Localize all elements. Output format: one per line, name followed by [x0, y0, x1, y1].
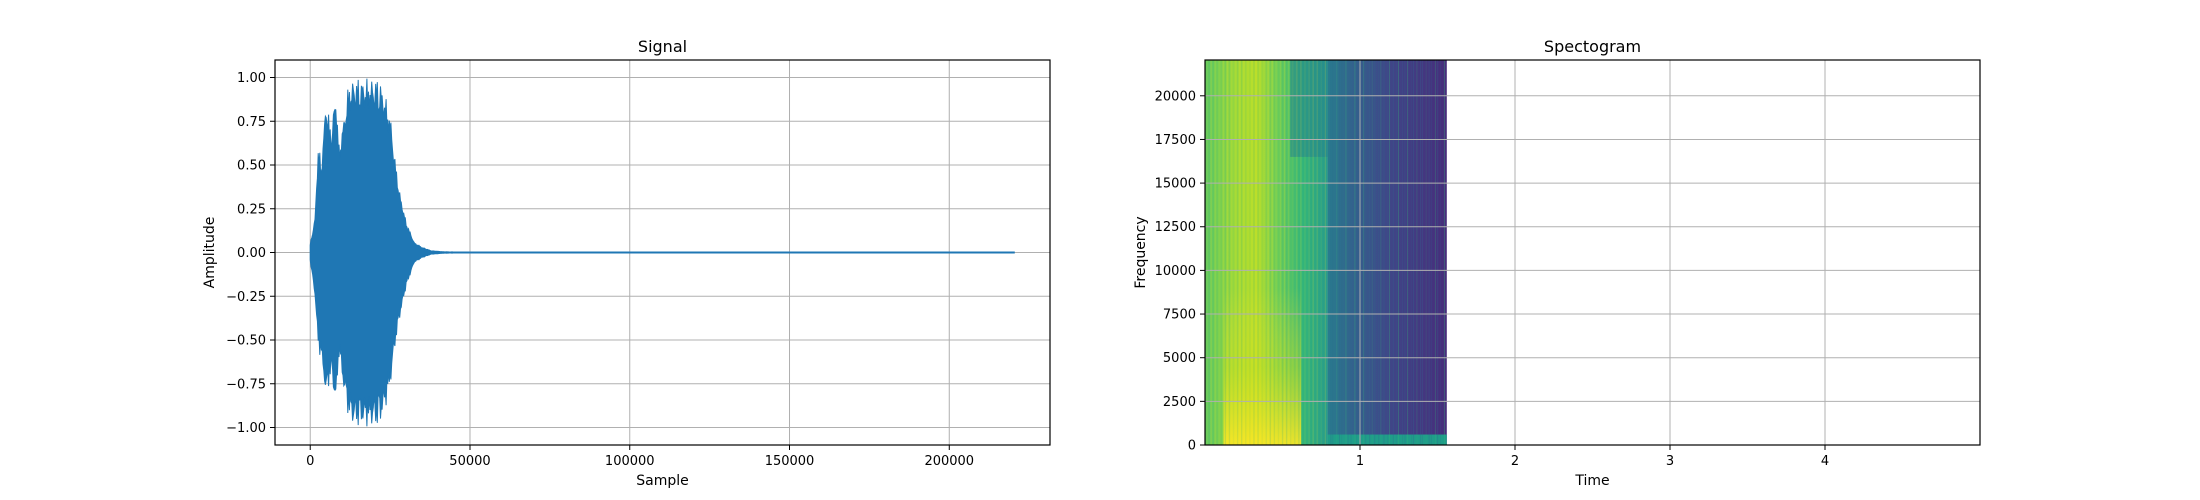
spectrogram-image: [1205, 60, 1447, 445]
spectrogram-y-tick-label: 5000: [1163, 351, 1196, 366]
signal-x-tick-label: 50000: [449, 454, 490, 469]
signal-x-axis-label: Sample: [636, 473, 689, 489]
signal-x-tick-label: 0: [306, 454, 314, 469]
signal-y-tick-label: 0.50: [237, 159, 266, 174]
signal-x-tick-label: 100000: [605, 454, 655, 469]
spectrogram-plot-frame: [1204, 59, 1981, 446]
signal-y-tick-label: −0.50: [226, 334, 266, 349]
spectrogram-high-band-dark: [1290, 60, 1328, 157]
spectrogram-y-tick-label: 2500: [1163, 395, 1196, 410]
spectrogram-y-tick-label: 0: [1188, 439, 1196, 454]
signal-y-tick-label: −0.75: [226, 377, 266, 392]
spectrogram-x-ticks: 1 2 3 4: [1356, 445, 1829, 469]
signal-chart: 0 50000 100000 150000 200000 −1.00 −0.75 −0.50…: [202, 37, 1051, 489]
spectrogram-y-tick-label: 12500: [1155, 220, 1196, 235]
signal-y-axis-label: Amplitude: [202, 217, 218, 289]
signal-y-tick-label: 0.00: [237, 246, 266, 261]
signal-y-tick-label: 0.25: [237, 202, 266, 217]
spectrogram-y-tick-label: 17500: [1155, 133, 1196, 148]
signal-y-tick-label: 0.75: [237, 115, 266, 130]
spectrogram-chart: 1 2 3 4 0 2500 5000 7500 10000 12500 15000 17500 20…: [1133, 37, 1981, 489]
signal-x-tick-label: 150000: [765, 454, 815, 469]
spectrogram-low-band: [1327, 434, 1447, 445]
spectrogram-y-tick-label: 10000: [1155, 264, 1196, 279]
spectrogram-y-tick-label: 7500: [1163, 308, 1196, 323]
spectrogram-silent-region: [1327, 60, 1447, 445]
spectrogram-y-ticks: 0 2500 5000 7500 10000 12500 15000 17500 20000: [1155, 89, 1205, 454]
signal-y-tick-label: 1.00: [237, 71, 266, 86]
signal-title: Signal: [638, 37, 687, 56]
spectrogram-x-tick-label: 1: [1356, 454, 1364, 469]
signal-x-ticks: 0 50000 100000 150000 200000: [306, 445, 974, 469]
spectrogram-y-axis-label: Frequency: [1133, 216, 1149, 288]
signal-y-ticks: −1.00 −0.75 −0.50 −0.25 0.00 0.25 0.50 0.75 1.00: [226, 71, 275, 436]
spectrogram-y-tick-label: 20000: [1155, 89, 1196, 104]
spectrogram-x-axis-label: Time: [1574, 473, 1609, 489]
signal-y-tick-label: −0.25: [226, 290, 266, 305]
spectrogram-x-tick-label: 4: [1821, 454, 1829, 469]
signal-x-tick-label: 200000: [924, 454, 974, 469]
signal-y-tick-label: −1.00: [226, 421, 266, 436]
spectrogram-y-tick-label: 15000: [1155, 177, 1196, 192]
spectrogram-x-tick-label: 2: [1511, 454, 1519, 469]
spectrogram-title: Spectogram: [1544, 37, 1641, 56]
spectrogram-x-tick-label: 3: [1666, 454, 1674, 469]
